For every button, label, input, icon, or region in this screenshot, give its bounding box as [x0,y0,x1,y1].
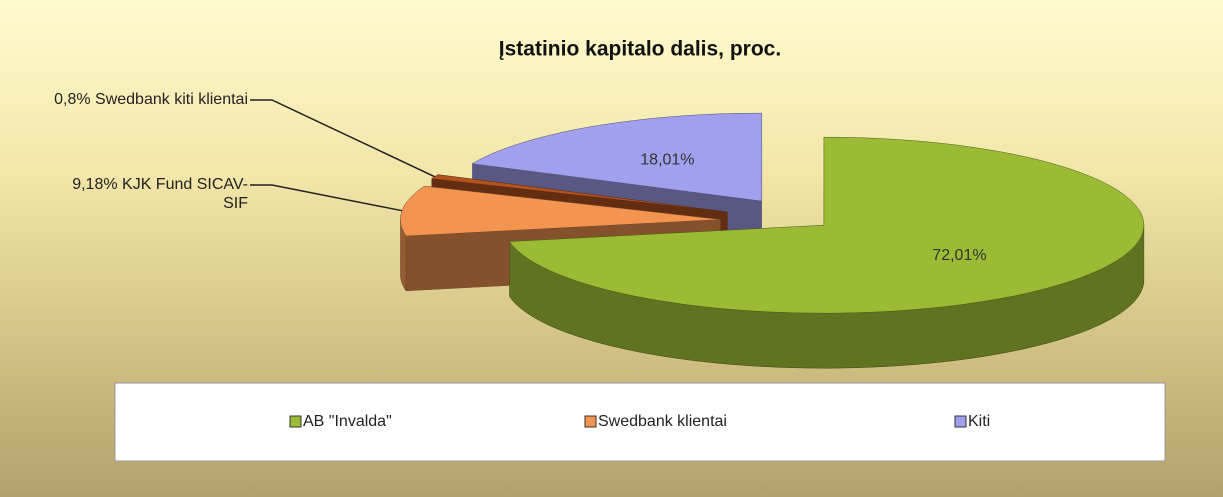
data-label: 72,01% [932,247,986,264]
data-label: 18,01% [640,151,694,168]
chart-title: Įstatinio kapitalo dalis, proc. [499,38,781,61]
legend-swatch [289,415,302,428]
data-label: 9,18% KJK Fund SICAV-SIF [72,176,248,212]
leader-line [250,184,403,212]
legend-swatch [584,415,597,428]
legend-label: AB "Invalda" [303,413,392,430]
slice [400,185,721,237]
legend-label: Kiti [968,413,990,430]
slice [471,112,763,202]
legend-label: Swedbank klientai [598,413,727,430]
data-label: 0,8% Swedbank kiti klientai [54,91,248,108]
leader-line [250,99,435,178]
slice [509,136,1145,369]
slice [509,136,1145,314]
legend-swatch [954,415,967,428]
